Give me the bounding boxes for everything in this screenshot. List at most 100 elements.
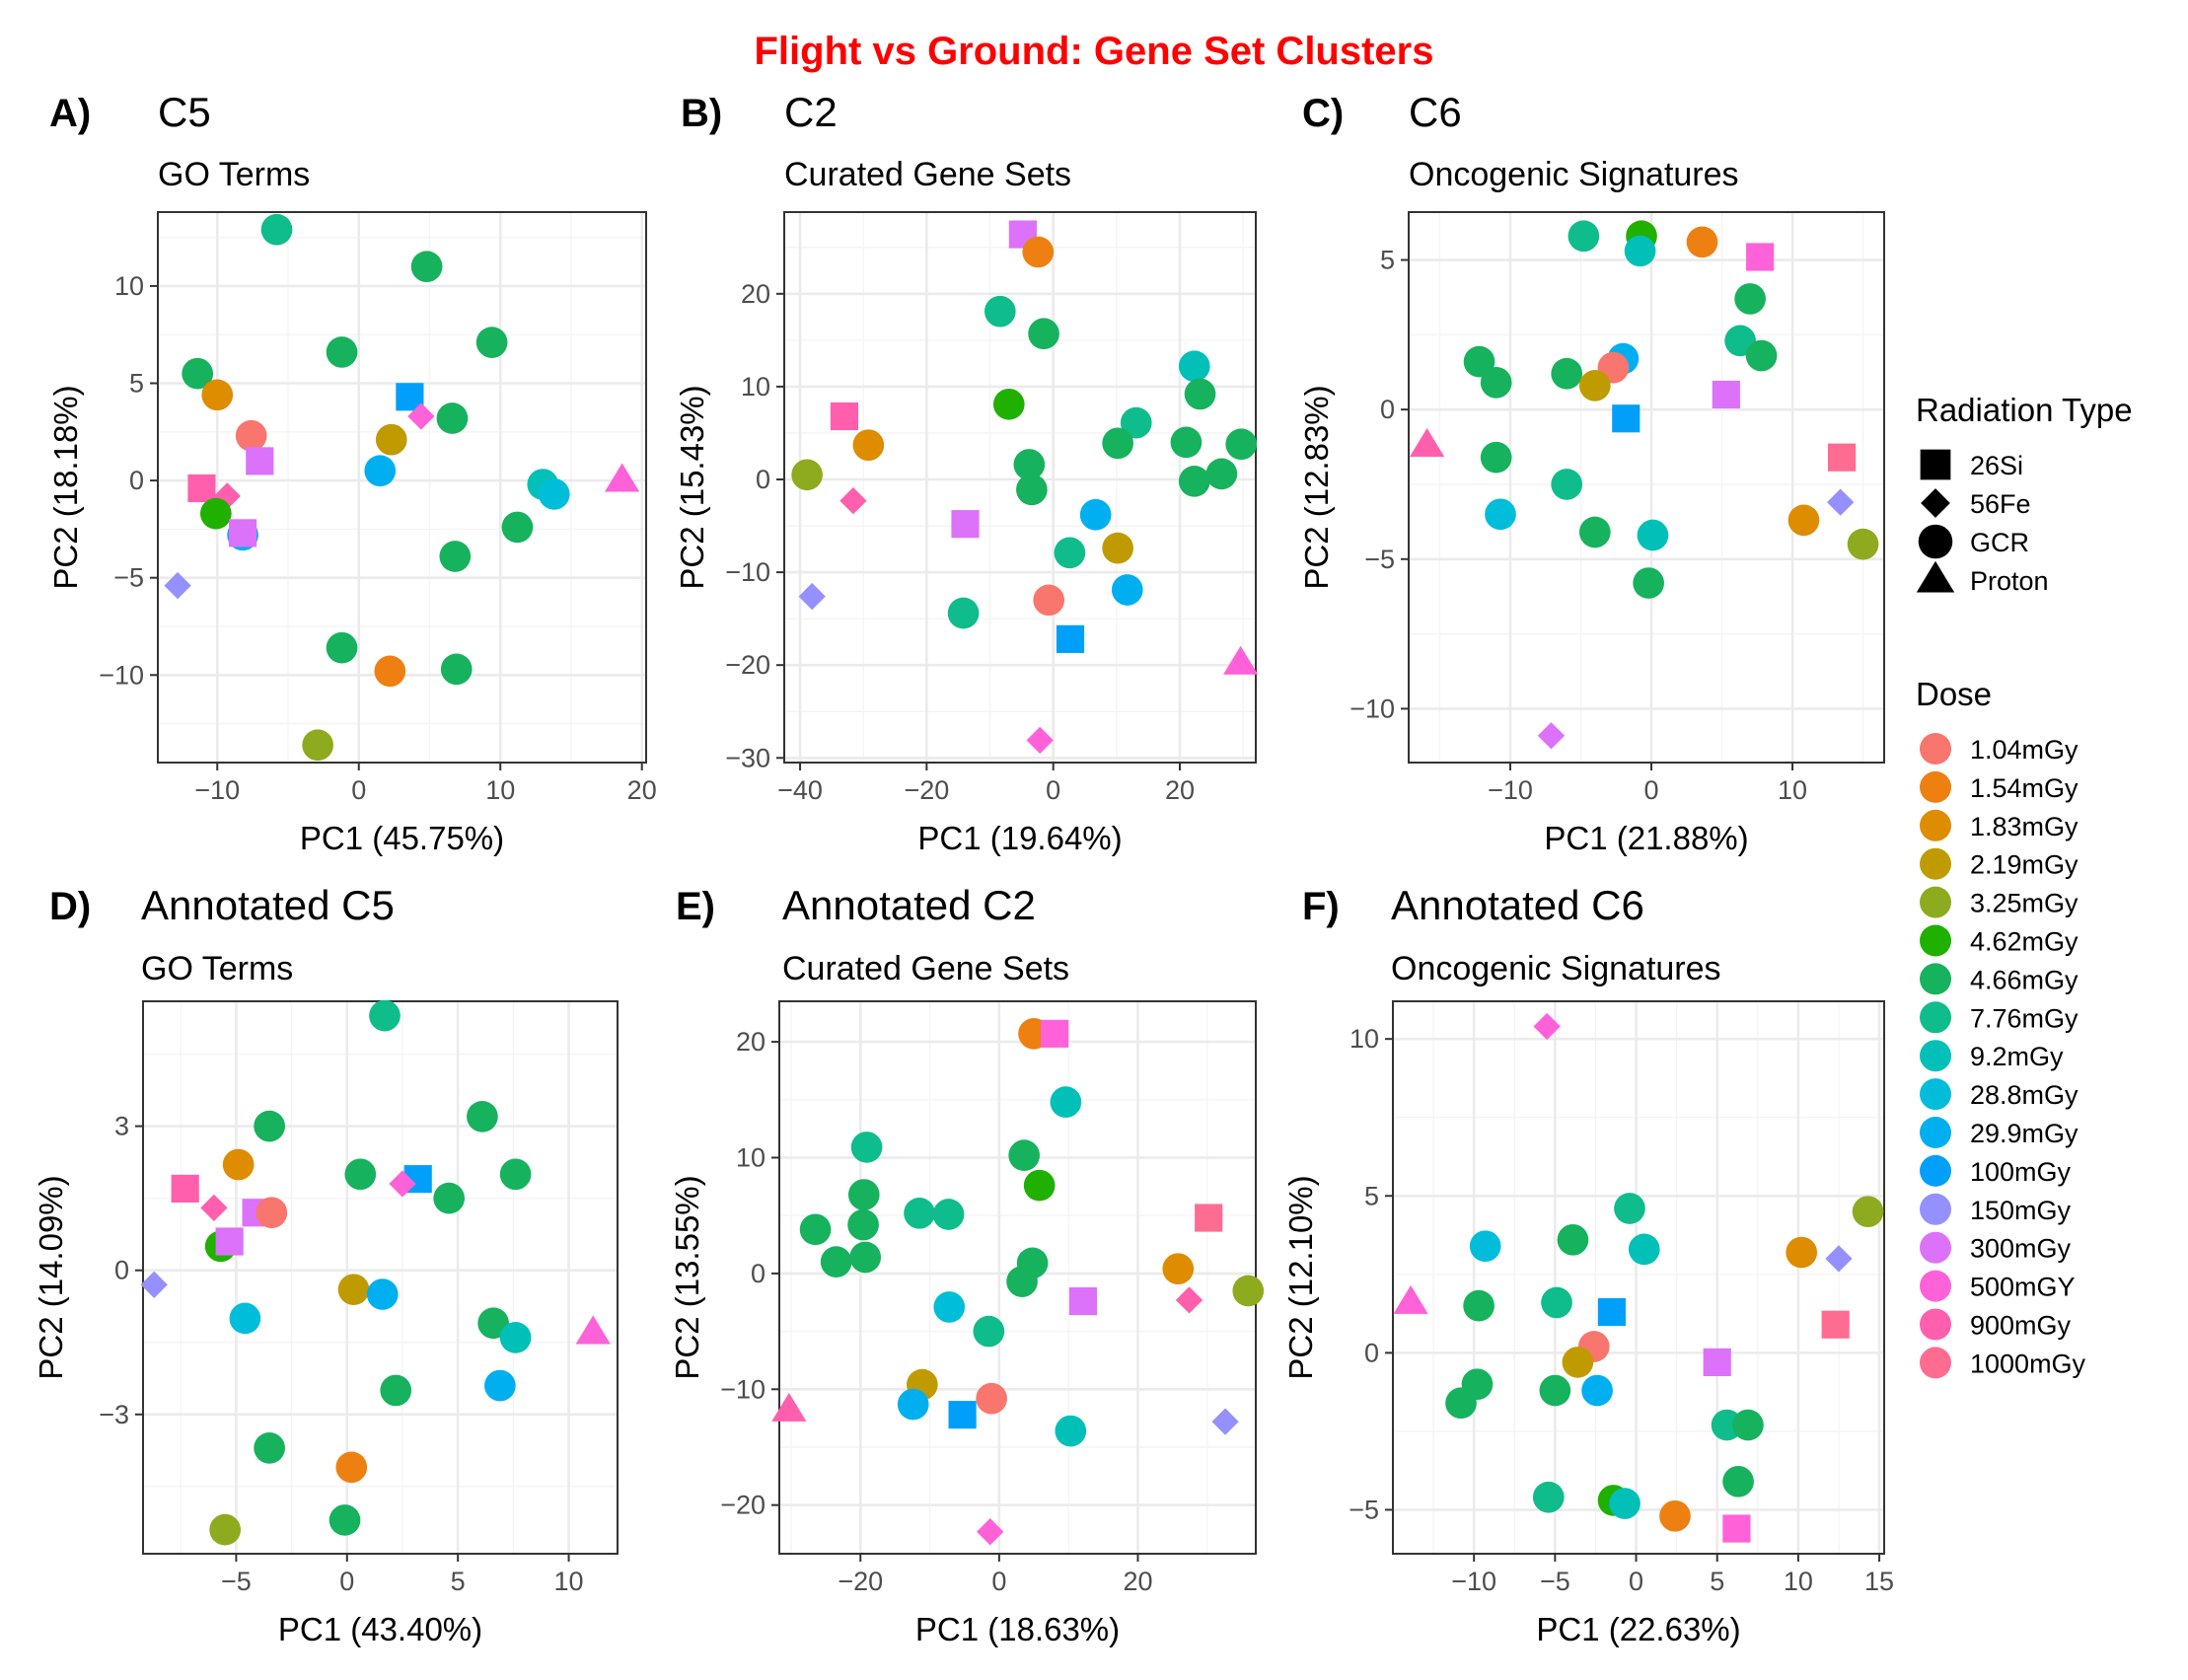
- data-point-diamond: [798, 582, 826, 611]
- data-point-circle: [1028, 318, 1059, 350]
- data-point-diamond: [1537, 722, 1566, 750]
- data-point-square: [1746, 243, 1775, 271]
- y-tick-label: −3: [99, 1400, 129, 1429]
- data-point-square: [187, 474, 216, 503]
- data-point-circle: [222, 1148, 255, 1181]
- data-point-circle: [302, 729, 333, 762]
- data-point-circle: [335, 1451, 368, 1484]
- data-point-circle: [852, 429, 885, 462]
- x-tick-label: 10: [485, 775, 515, 805]
- legend-dose-label: 1.04mGy: [1970, 735, 2079, 765]
- legend-dose-swatch: [1920, 770, 1951, 803]
- panel-title: C5: [158, 89, 211, 135]
- data-point-circle: [1050, 1086, 1082, 1118]
- data-point-circle: [897, 1388, 929, 1421]
- legend-key-triangle: [1916, 560, 1955, 593]
- figure-title: Flight vs Ground: Gene Set Clusters: [754, 30, 1434, 73]
- panel-f: F) Annotated C6 Oncogenic Signatures −10 −5 0…: [1282, 882, 1894, 1647]
- x-axis-title: PC1 (22.63%): [1536, 1611, 1740, 1647]
- y-tick-label: 0: [129, 466, 144, 495]
- y-tick-label: 10: [741, 372, 770, 402]
- panel-subtitle: Curated Gene Sets: [782, 950, 1069, 987]
- data-point-diamond: [1825, 1245, 1853, 1273]
- data-point-square: [1597, 1297, 1626, 1327]
- legend-dose-swatch: [1920, 924, 1951, 957]
- legend-dose-swatch: [1920, 886, 1951, 918]
- panel-e: E) Annotated C2 Curated Gene Sets −20 0 20 −20…: [669, 882, 1265, 1647]
- data-point-circle: [1732, 1409, 1764, 1441]
- x-tick-label: 0: [351, 775, 366, 805]
- legend-dose-label: 7.76mGy: [1970, 1003, 2079, 1033]
- data-point-circle: [1006, 1266, 1038, 1297]
- y-tick-label: 20: [741, 279, 770, 309]
- data-point-circle: [847, 1179, 880, 1210]
- x-tick-label: 0: [991, 1567, 1006, 1596]
- data-point-circle: [1023, 1169, 1056, 1202]
- data-point-circle: [499, 1322, 532, 1353]
- data-point-circle: [791, 459, 823, 491]
- data-point-circle: [199, 497, 232, 530]
- data-point-circle: [904, 1198, 935, 1229]
- data-point-circle: [369, 999, 401, 1032]
- panel-border: [783, 211, 1257, 764]
- data-point-circle: [1551, 357, 1583, 390]
- y-tick-label: −30: [725, 743, 770, 772]
- data-point-circle: [1079, 498, 1112, 531]
- y-tick-label: −5: [1349, 1495, 1379, 1524]
- legend-dose-swatch: [1920, 733, 1951, 765]
- y-tick-label: −10: [1349, 694, 1395, 723]
- x-tick-label: 10: [1784, 1567, 1813, 1596]
- y-tick-label: −10: [725, 557, 770, 587]
- data-point-circle: [501, 511, 534, 544]
- y-axis-title: PC2 (12.83%): [1298, 385, 1335, 589]
- data-point-circle: [1578, 370, 1611, 402]
- data-point-circle: [933, 1291, 966, 1323]
- y-tick-label: 0: [114, 1256, 129, 1285]
- legend-shape-label: GCR: [1970, 528, 2029, 557]
- data-point-circle: [1581, 1374, 1613, 1407]
- panel-border: [1392, 1000, 1885, 1555]
- data-point-diamond: [407, 402, 435, 430]
- data-point-circle: [1178, 466, 1210, 497]
- y-tick-label: 3: [114, 1112, 129, 1141]
- legend-dose-label: 3.25mGy: [1970, 889, 2079, 918]
- data-point-circle: [326, 631, 358, 664]
- y-axis-title: PC2 (15.43%): [674, 385, 710, 589]
- data-point-diamond: [839, 487, 867, 515]
- y-tick-label: −10: [720, 1374, 766, 1404]
- legend-dose-swatch: [1920, 1001, 1951, 1034]
- legend-dose-label: 150mGy: [1970, 1196, 2072, 1225]
- panel-title: Annotated C6: [1391, 882, 1644, 928]
- data-point-circle: [799, 1213, 832, 1246]
- data-point-circle: [947, 597, 980, 629]
- panel-border: [1408, 211, 1885, 764]
- data-point-circle: [849, 1241, 882, 1274]
- data-point-square: [246, 447, 274, 475]
- data-point-circle: [475, 327, 508, 358]
- data-point-circle: [1463, 1289, 1495, 1322]
- data-point-circle: [1480, 441, 1512, 474]
- data-point-circle: [1016, 474, 1048, 506]
- legend-dose-label: 9.2mGy: [1970, 1042, 2064, 1071]
- data-point-circle: [440, 653, 473, 686]
- data-point-circle: [1637, 519, 1669, 551]
- x-axis-title: PC1 (18.63%): [915, 1611, 1120, 1647]
- data-point-circle: [326, 336, 358, 368]
- legend-shape-title: Radiation Type: [1916, 392, 2133, 428]
- data-point-circle: [255, 1197, 288, 1229]
- data-point-diamond: [1533, 1012, 1561, 1041]
- legend-dose-label: 1.83mGy: [1970, 812, 2079, 841]
- data-point-triangle: [1409, 427, 1445, 457]
- data-point-diamond: [389, 1170, 416, 1198]
- data-point-circle: [1480, 367, 1512, 399]
- x-tick-label: 0: [339, 1567, 354, 1596]
- y-tick-label: 5: [1380, 246, 1395, 275]
- panel-letter: F): [1302, 885, 1340, 928]
- data-point-circle: [201, 379, 234, 411]
- data-point-diamond: [1211, 1408, 1239, 1435]
- y-tick-label: 5: [129, 369, 144, 399]
- y-tick-label: −20: [725, 650, 770, 680]
- data-point-circle: [1013, 449, 1046, 480]
- data-point-circle: [1102, 532, 1133, 564]
- data-point-circle: [484, 1369, 516, 1402]
